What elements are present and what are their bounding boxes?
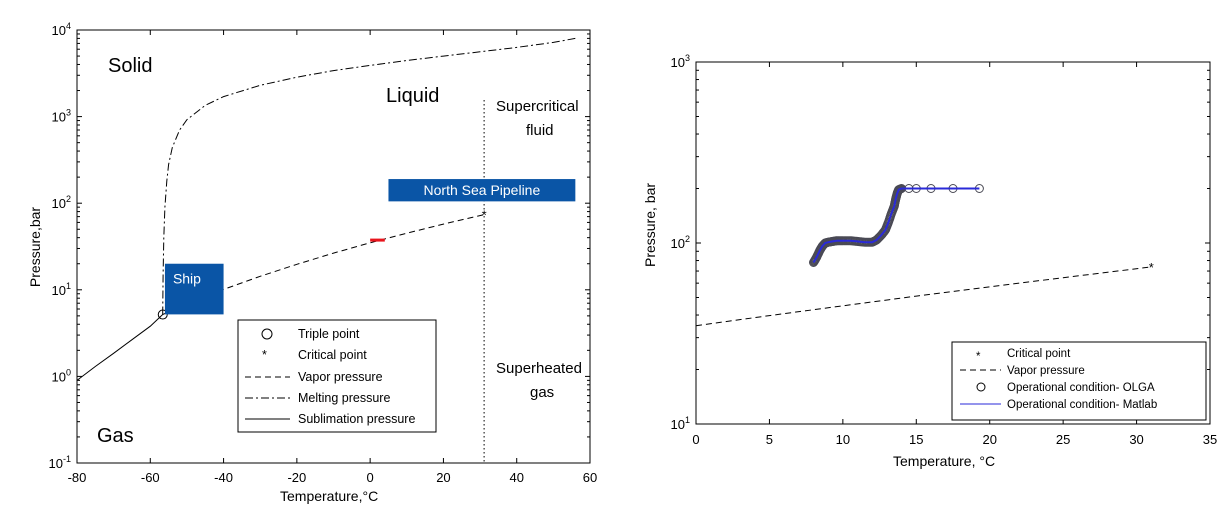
right-legend: * Critical point Vapor pressure Operatio… — [951, 341, 1207, 421]
right-xtick-label: 30 — [1129, 432, 1143, 447]
left-xtick-label: -60 — [141, 470, 160, 485]
left-boxes-layer: Ship North Sea Pipeline — [164, 179, 576, 315]
legend-vapor-label: Vapor pressure — [298, 370, 383, 384]
right-xtick-label: 10 — [836, 432, 850, 447]
legend-melting-label: Melting pressure — [298, 391, 390, 405]
left-legend-frame — [237, 319, 437, 433]
left-series-layer: * — [76, 37, 576, 463]
left-xtick-label: 20 — [436, 470, 450, 485]
legend-critical-marker: * — [262, 348, 267, 362]
left-ytick-label: 10-1 — [49, 454, 71, 471]
left-plot-frame — [76, 29, 591, 464]
pipeline-box — [388, 179, 576, 202]
right-legend-frame — [951, 341, 1207, 421]
region-fluid: fluid — [526, 122, 554, 139]
region-gas: Gas — [97, 425, 134, 447]
legend-sublimation-label: Sublimation pressure — [298, 412, 415, 426]
right-ytick-label: 102 — [671, 234, 690, 251]
right-xtick-label: 25 — [1056, 432, 1070, 447]
ship-label: Ship — [173, 271, 201, 287]
legend-r-vapor-label: Vapor pressure — [1007, 365, 1085, 377]
left-xtick-label: 60 — [583, 470, 597, 485]
left-axis-ticks: -80 -60 -40 -20 0 20 40 60 10-1 100 101 102 103 104 — [49, 21, 598, 485]
right-xtick-label: 0 — [692, 432, 699, 447]
left-xtick-label: 40 — [509, 470, 523, 485]
region-solid: Solid — [108, 55, 152, 77]
left-ytick-label: 104 — [52, 21, 71, 38]
legend-r-critical-label: Critical point — [1007, 348, 1071, 360]
legend-r-olga-label: Operational condition- OLGA — [1007, 382, 1155, 394]
legend-r-olga-marker — [976, 382, 986, 392]
left-ytick-label: 103 — [52, 108, 71, 125]
series-melting-pressure — [162, 37, 576, 315]
region-superheated: Superheated — [496, 360, 582, 377]
legend-r-matlab-label: Operational condition- Matlab — [1007, 399, 1157, 411]
series-matlab — [812, 187, 980, 264]
left-xtick-label: -80 — [68, 470, 87, 485]
right-ylabel: Pressure, bar — [642, 183, 658, 267]
right-xlabel: Temperature, °C — [893, 453, 995, 469]
left-xtick-label: -40 — [214, 470, 233, 485]
left-ytick-label: 101 — [52, 281, 71, 298]
left-xlabel: Temperature,°C — [280, 488, 378, 504]
left-xtick-label: -20 — [287, 470, 306, 485]
region-gas-superheated: gas — [530, 384, 554, 401]
operational-conditions-chart: 0 5 10 15 20 25 30 35 101 102 103 * * Critical poi… — [642, 53, 1217, 469]
right-ytick-label: 101 — [671, 415, 690, 432]
legend-triple-label: Triple point — [298, 327, 360, 341]
red-mark — [370, 238, 385, 242]
right-xtick-label: 20 — [982, 432, 996, 447]
right-critical-point-marker: * — [1149, 260, 1154, 275]
right-xtick-label: 5 — [766, 432, 773, 447]
left-ytick-label: 100 — [52, 367, 71, 384]
series-vapor-pressure — [695, 266, 1152, 327]
series-sublimation-pressure — [76, 314, 164, 381]
left-ytick-label: 102 — [52, 194, 71, 211]
legend-triple-marker — [261, 328, 273, 340]
pipeline-label: North Sea Pipeline — [424, 182, 541, 198]
right-ytick-label: 103 — [671, 53, 690, 70]
phase-diagram-chart: -80 -60 -40 -20 0 20 40 60 10-1 100 101 102 103 104 *… — [27, 21, 597, 504]
region-liquid: Liquid — [386, 85, 439, 107]
left-legend: Triple point * Critical point Vapor pres… — [237, 319, 437, 433]
ship-box — [164, 263, 224, 315]
critical-point-marker: * — [482, 208, 487, 223]
right-series-layer: * — [695, 184, 1154, 327]
left-ylabel: Pressure,bar — [27, 207, 43, 287]
right-xtick-label: 35 — [1203, 432, 1217, 447]
right-axis-ticks: 0 5 10 15 20 25 30 35 101 102 103 — [671, 53, 1218, 447]
legend-r-critical-marker: * — [976, 351, 981, 363]
triple-point-marker — [157, 309, 168, 320]
region-supercritical: Supercritical — [496, 98, 579, 115]
series-vapor-pressure — [162, 214, 485, 315]
right-xtick-label: 15 — [909, 432, 923, 447]
legend-critical-label: Critical point — [298, 348, 367, 362]
left-xtick-label: 0 — [367, 470, 374, 485]
